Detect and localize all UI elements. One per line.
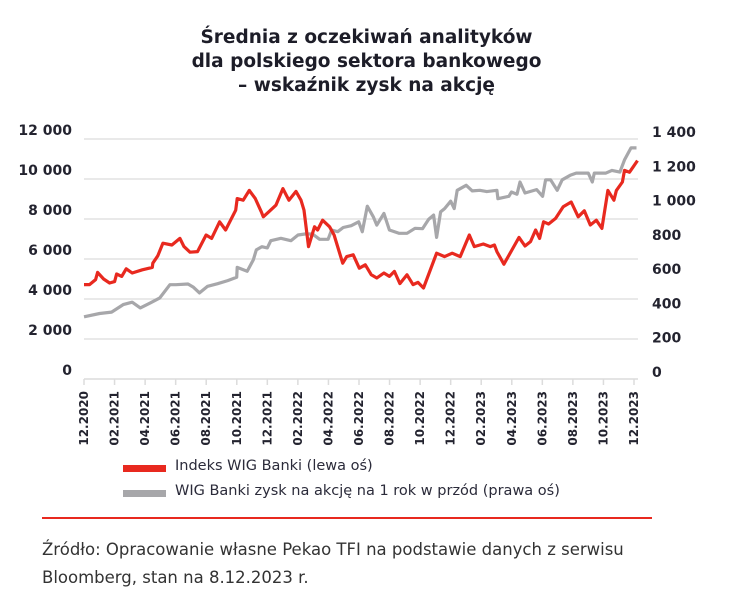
y-left-tick-label: 8 000 <box>28 203 72 219</box>
y-left-tick-label: 4 000 <box>28 283 72 299</box>
x-tick-label: 02.2021 <box>108 391 122 446</box>
x-tick-label: 06.2022 <box>352 391 366 446</box>
y-left-tick-label: 0 <box>62 363 72 379</box>
y-right-tick-label: 0 <box>652 365 662 381</box>
title-line: Średnia z oczekiwań analityków <box>200 27 533 48</box>
x-tick-label: 06.2021 <box>169 391 183 446</box>
x-tick-label: 12.2022 <box>444 391 458 446</box>
y-right-tick-label: 1 000 <box>652 194 696 210</box>
x-tick-label: 10.2023 <box>596 391 610 446</box>
y-right-tick-label: 1 200 <box>652 159 696 175</box>
chart-title: Średnia z oczekiwań analityków dla polsk… <box>0 26 733 98</box>
x-tick-label: 10.2022 <box>413 391 427 446</box>
legend-label: Indeks WIG Banki (lewa oś) <box>175 458 373 474</box>
legend-swatch-red <box>123 465 166 472</box>
y-left-tick-label: 12 000 <box>18 123 72 139</box>
x-tick-label: 08.2023 <box>566 391 580 446</box>
title-line: – wskaźnik zysk na akcję <box>238 75 495 96</box>
y-right-tick-label: 200 <box>652 331 681 347</box>
x-tick-label: 10.2021 <box>230 391 244 446</box>
x-tick-label: 12.2021 <box>260 391 274 446</box>
x-tick-label: 12.2023 <box>627 391 641 446</box>
x-tick-label: 04.2021 <box>138 391 152 446</box>
divider <box>42 517 652 519</box>
legend-label: WIG Banki zysk na akcję na 1 rok w przód… <box>175 483 560 499</box>
source-line: Źródło: Opracowanie własne Pekao TFI na … <box>42 540 624 559</box>
y-right-tick-label: 400 <box>652 296 681 312</box>
source-note: Źródło: Opracowanie własne Pekao TFI na … <box>42 536 624 592</box>
title-line: dla polskiego sektora bankowego <box>191 51 542 72</box>
x-tick-label: 04.2022 <box>321 391 335 446</box>
y-left-tick-label: 2 000 <box>28 323 72 339</box>
x-tick-label: 06.2023 <box>535 391 549 446</box>
y-left-tick-label: 6 000 <box>28 243 72 259</box>
x-tick-label: 12.2020 <box>77 391 91 446</box>
line-chart: 0 2 000 4 000 6 000 8 000 10 000 12 000 0 200 400… <box>18 123 696 446</box>
y-right-tick-label: 800 <box>652 228 681 244</box>
y-right-tick-label: 1 400 <box>652 125 696 141</box>
y-right-tick-label: 600 <box>652 262 681 278</box>
x-tick-label: 02.2023 <box>474 391 488 446</box>
source-line: Bloomberg, stan na 8.12.2023 r. <box>42 568 309 587</box>
y-left-tick-label: 10 000 <box>18 163 72 179</box>
legend-swatch-gray <box>123 490 166 497</box>
x-tick-label: 08.2022 <box>383 391 397 446</box>
x-tick-label: 02.2022 <box>291 391 305 446</box>
series-wig-banki-line <box>84 159 639 290</box>
x-tick-label: 08.2021 <box>199 391 213 446</box>
x-tick-label: 04.2023 <box>505 391 519 446</box>
series-eps-line <box>83 146 637 319</box>
